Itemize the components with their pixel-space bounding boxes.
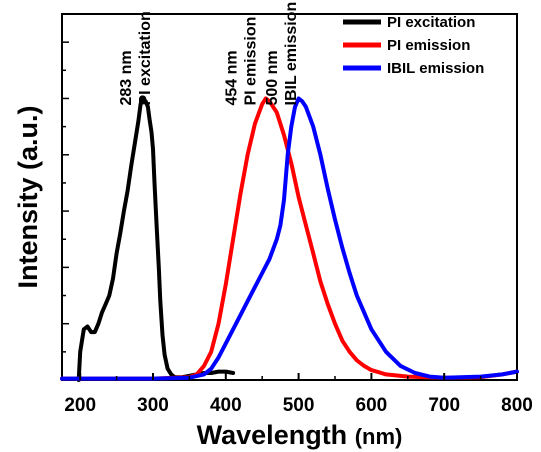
annotation-text: PI excitation xyxy=(137,11,154,105)
series-line-ibil-emission xyxy=(60,96,519,381)
legend-label: IBIL emission xyxy=(387,60,484,77)
x-tick-label: 800 xyxy=(501,395,533,416)
x-tick-label: 700 xyxy=(428,395,460,416)
x-tick-label: 200 xyxy=(64,395,96,416)
series-line-pi-emission xyxy=(60,96,519,381)
x-tick-label: 500 xyxy=(283,395,315,416)
series-line-pi-excitation xyxy=(76,96,236,382)
annotation-text: PI emission xyxy=(243,17,260,106)
series-lines xyxy=(60,96,519,382)
annotations: 283 nm PI excitation 454 nm PI emission 500 … xyxy=(118,2,300,106)
annotation-283nm: 283 nm PI excitation xyxy=(118,11,154,105)
legend-label: PI emission xyxy=(387,37,470,54)
legend: PI excitation PI emission IBIL emission xyxy=(343,14,484,77)
x-tick-label: 300 xyxy=(137,395,169,416)
plot-area-border xyxy=(61,13,518,381)
annotation-500nm: 500 nm IBIL emission xyxy=(264,2,300,106)
annotation-text: 500 nm xyxy=(264,50,281,105)
legend-label: PI excitation xyxy=(387,14,475,31)
annotation-text: 454 nm xyxy=(224,50,241,105)
x-tick-label: 400 xyxy=(210,395,242,416)
x-tick-label: 600 xyxy=(356,395,388,416)
plot-frame xyxy=(61,13,518,381)
axis-labels: Wavelength (nm) Intensity (a.u.) xyxy=(13,105,402,450)
annotation-text: 283 nm xyxy=(118,50,135,105)
y-axis-label: Intensity (a.u.) xyxy=(13,105,43,288)
annotation-454nm: 454 nm PI emission xyxy=(224,17,260,106)
axis-ticks: 200 300 400 500 600 700 800 xyxy=(62,13,533,416)
annotation-text: IBIL emission xyxy=(283,2,300,106)
x-axis-label: Wavelength (nm) xyxy=(197,420,403,450)
